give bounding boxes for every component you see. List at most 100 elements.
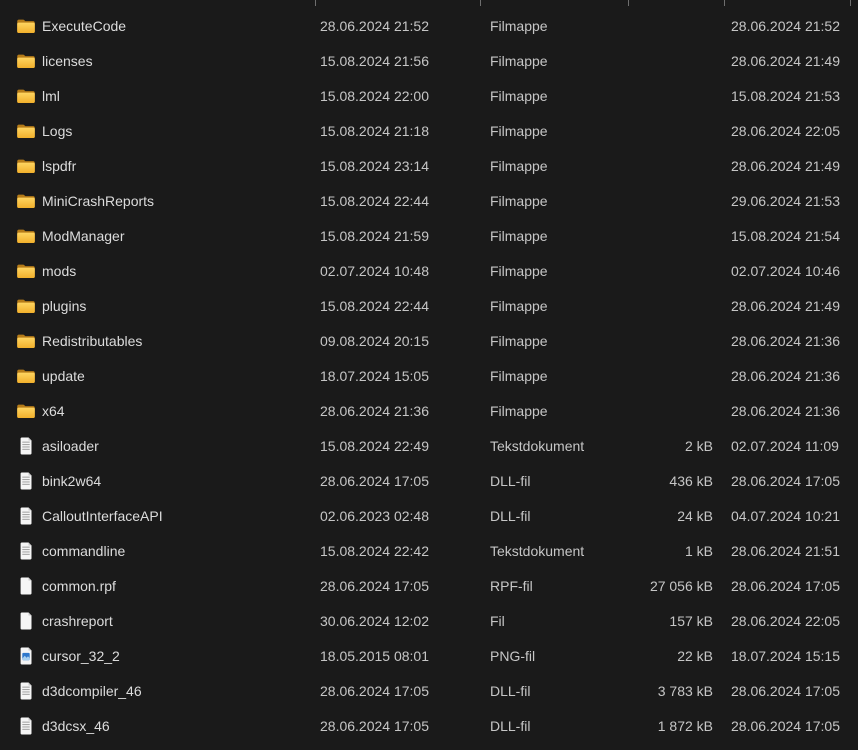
file-row[interactable]: licenses 15.08.2024 21:56 Filmappe 28.06… (0, 43, 858, 78)
date-created: 02.07.2024 11:09 (731, 437, 839, 454)
file-name-cell: common.rpf (0, 576, 315, 596)
document-icon (16, 541, 36, 561)
column-resize-handle[interactable] (628, 0, 629, 6)
folder-icon (16, 191, 36, 211)
file-name: cursor_32_2 (42, 647, 120, 664)
date-modified: 18.05.2015 08:01 (320, 647, 429, 664)
blank-file-icon (16, 576, 36, 596)
file-name: ModManager (42, 227, 125, 244)
file-row[interactable]: crashreport 30.06.2024 12:02 Fil 157 kB … (0, 603, 858, 638)
file-name: MiniCrashReports (42, 192, 155, 209)
file-row[interactable]: lml 15.08.2024 22:00 Filmappe 15.08.2024… (0, 78, 858, 113)
folder-icon (16, 121, 36, 141)
file-type: Filmappe (490, 297, 548, 314)
file-type: Filmappe (490, 122, 548, 139)
folder-icon (16, 156, 36, 176)
file-size: 2 kB (684, 437, 713, 454)
file-type: DLL-fil (490, 717, 531, 734)
date-modified: 15.08.2024 22:44 (320, 192, 429, 209)
date-created: 28.06.2024 21:52 (731, 17, 840, 34)
column-header-separators (0, 0, 858, 7)
file-type: Filmappe (490, 402, 548, 419)
file-row[interactable]: plugins 15.08.2024 22:44 Filmappe 28.06.… (0, 288, 858, 323)
document-icon (16, 471, 36, 491)
file-row[interactable]: ModManager 15.08.2024 21:59 Filmappe 15.… (0, 218, 858, 253)
date-modified: 28.06.2024 17:05 (320, 472, 429, 489)
date-modified: 28.06.2024 17:05 (320, 717, 429, 734)
date-created: 02.07.2024 10:46 (731, 262, 840, 279)
file-row[interactable]: mods 02.07.2024 10:48 Filmappe 02.07.202… (0, 253, 858, 288)
date-modified: 15.08.2024 21:56 (320, 52, 429, 69)
file-type: PNG-fil (490, 647, 536, 664)
file-row[interactable]: asiloader 15.08.2024 22:49 Tekstdokument… (0, 428, 858, 463)
file-type: DLL-fil (490, 472, 531, 489)
column-resize-handle[interactable] (315, 0, 316, 6)
file-name: lml (42, 87, 60, 104)
file-type: Filmappe (490, 52, 548, 69)
file-name: update (42, 367, 85, 384)
file-row[interactable]: Logs 15.08.2024 21:18 Filmappe 28.06.202… (0, 113, 858, 148)
file-type: Filmappe (490, 87, 548, 104)
file-row[interactable]: Redistributables 09.08.2024 20:15 Filmap… (0, 323, 858, 358)
folder-icon (16, 226, 36, 246)
date-created: 28.06.2024 21:36 (731, 332, 840, 349)
file-name: x64 (42, 402, 65, 419)
file-row[interactable]: CalloutInterfaceAPI 02.06.2023 02:48 DLL… (0, 498, 858, 533)
folder-icon (16, 16, 36, 36)
file-row[interactable]: update 18.07.2024 15:05 Filmappe 28.06.2… (0, 358, 858, 393)
document-icon (16, 681, 36, 701)
date-modified: 28.06.2024 17:05 (320, 682, 429, 699)
file-name-cell: x64 (0, 401, 315, 421)
file-type: Fil (490, 612, 505, 629)
document-icon (16, 506, 36, 526)
file-row[interactable]: commandline 15.08.2024 22:42 Tekstdokume… (0, 533, 858, 568)
file-row[interactable]: cursor_32_2 18.05.2015 08:01 PNG-fil 22 … (0, 638, 858, 673)
column-resize-handle[interactable] (480, 0, 481, 6)
folder-icon (16, 296, 36, 316)
file-name-cell: Logs (0, 121, 315, 141)
file-row[interactable]: d3dcompiler_46 28.06.2024 17:05 DLL-fil … (0, 673, 858, 708)
column-resize-handle[interactable] (850, 0, 851, 6)
file-name-cell: asiloader (0, 436, 315, 456)
file-type: Tekstdokument (490, 542, 585, 559)
file-row[interactable]: MiniCrashReports 15.08.2024 22:44 Filmap… (0, 183, 858, 218)
folder-icon (16, 86, 36, 106)
file-name: mods (42, 262, 77, 279)
date-modified: 15.08.2024 22:44 (320, 297, 429, 314)
date-modified: 15.08.2024 21:18 (320, 122, 429, 139)
file-name-cell: d3dcompiler_46 (0, 681, 315, 701)
date-created: 28.06.2024 21:49 (731, 157, 840, 174)
file-name-cell: ModManager (0, 226, 315, 246)
file-list: ExecuteCode 28.06.2024 21:52 Filmappe 28… (0, 8, 858, 743)
file-row[interactable]: bink2w64 28.06.2024 17:05 DLL-fil 436 kB… (0, 463, 858, 498)
blank-file-icon (16, 611, 36, 631)
column-resize-handle[interactable] (724, 0, 725, 6)
date-modified: 02.07.2024 10:48 (320, 262, 429, 279)
date-modified: 02.06.2023 02:48 (320, 507, 429, 524)
file-row[interactable]: lspdfr 15.08.2024 23:14 Filmappe 28.06.2… (0, 148, 858, 183)
file-name: Redistributables (42, 332, 143, 349)
date-created: 15.08.2024 21:53 (731, 87, 840, 104)
file-name: d3dcompiler_46 (42, 682, 142, 699)
file-name-cell: lml (0, 86, 315, 106)
file-size: 1 kB (684, 542, 713, 559)
folder-icon (16, 366, 36, 386)
file-row[interactable]: common.rpf 28.06.2024 17:05 RPF-fil 27 0… (0, 568, 858, 603)
date-created: 04.07.2024 10:21 (731, 507, 840, 524)
file-row[interactable]: ExecuteCode 28.06.2024 21:52 Filmappe 28… (0, 8, 858, 43)
date-modified: 30.06.2024 12:02 (320, 612, 429, 629)
file-name-cell: update (0, 366, 315, 386)
file-name: bink2w64 (42, 472, 102, 489)
file-type: Filmappe (490, 227, 548, 244)
image-file-icon (16, 646, 36, 666)
file-row[interactable]: x64 28.06.2024 21:36 Filmappe 28.06.2024… (0, 393, 858, 428)
date-created: 28.06.2024 17:05 (731, 717, 840, 734)
file-type: DLL-fil (490, 507, 531, 524)
file-row[interactable]: d3dcsx_46 28.06.2024 17:05 DLL-fil 1 872… (0, 708, 858, 743)
file-size: 3 783 kB (657, 682, 713, 699)
file-name-cell: bink2w64 (0, 471, 315, 491)
file-name: commandline (42, 542, 126, 559)
document-icon (16, 716, 36, 736)
date-modified: 15.08.2024 22:42 (320, 542, 429, 559)
file-name-cell: MiniCrashReports (0, 191, 315, 211)
